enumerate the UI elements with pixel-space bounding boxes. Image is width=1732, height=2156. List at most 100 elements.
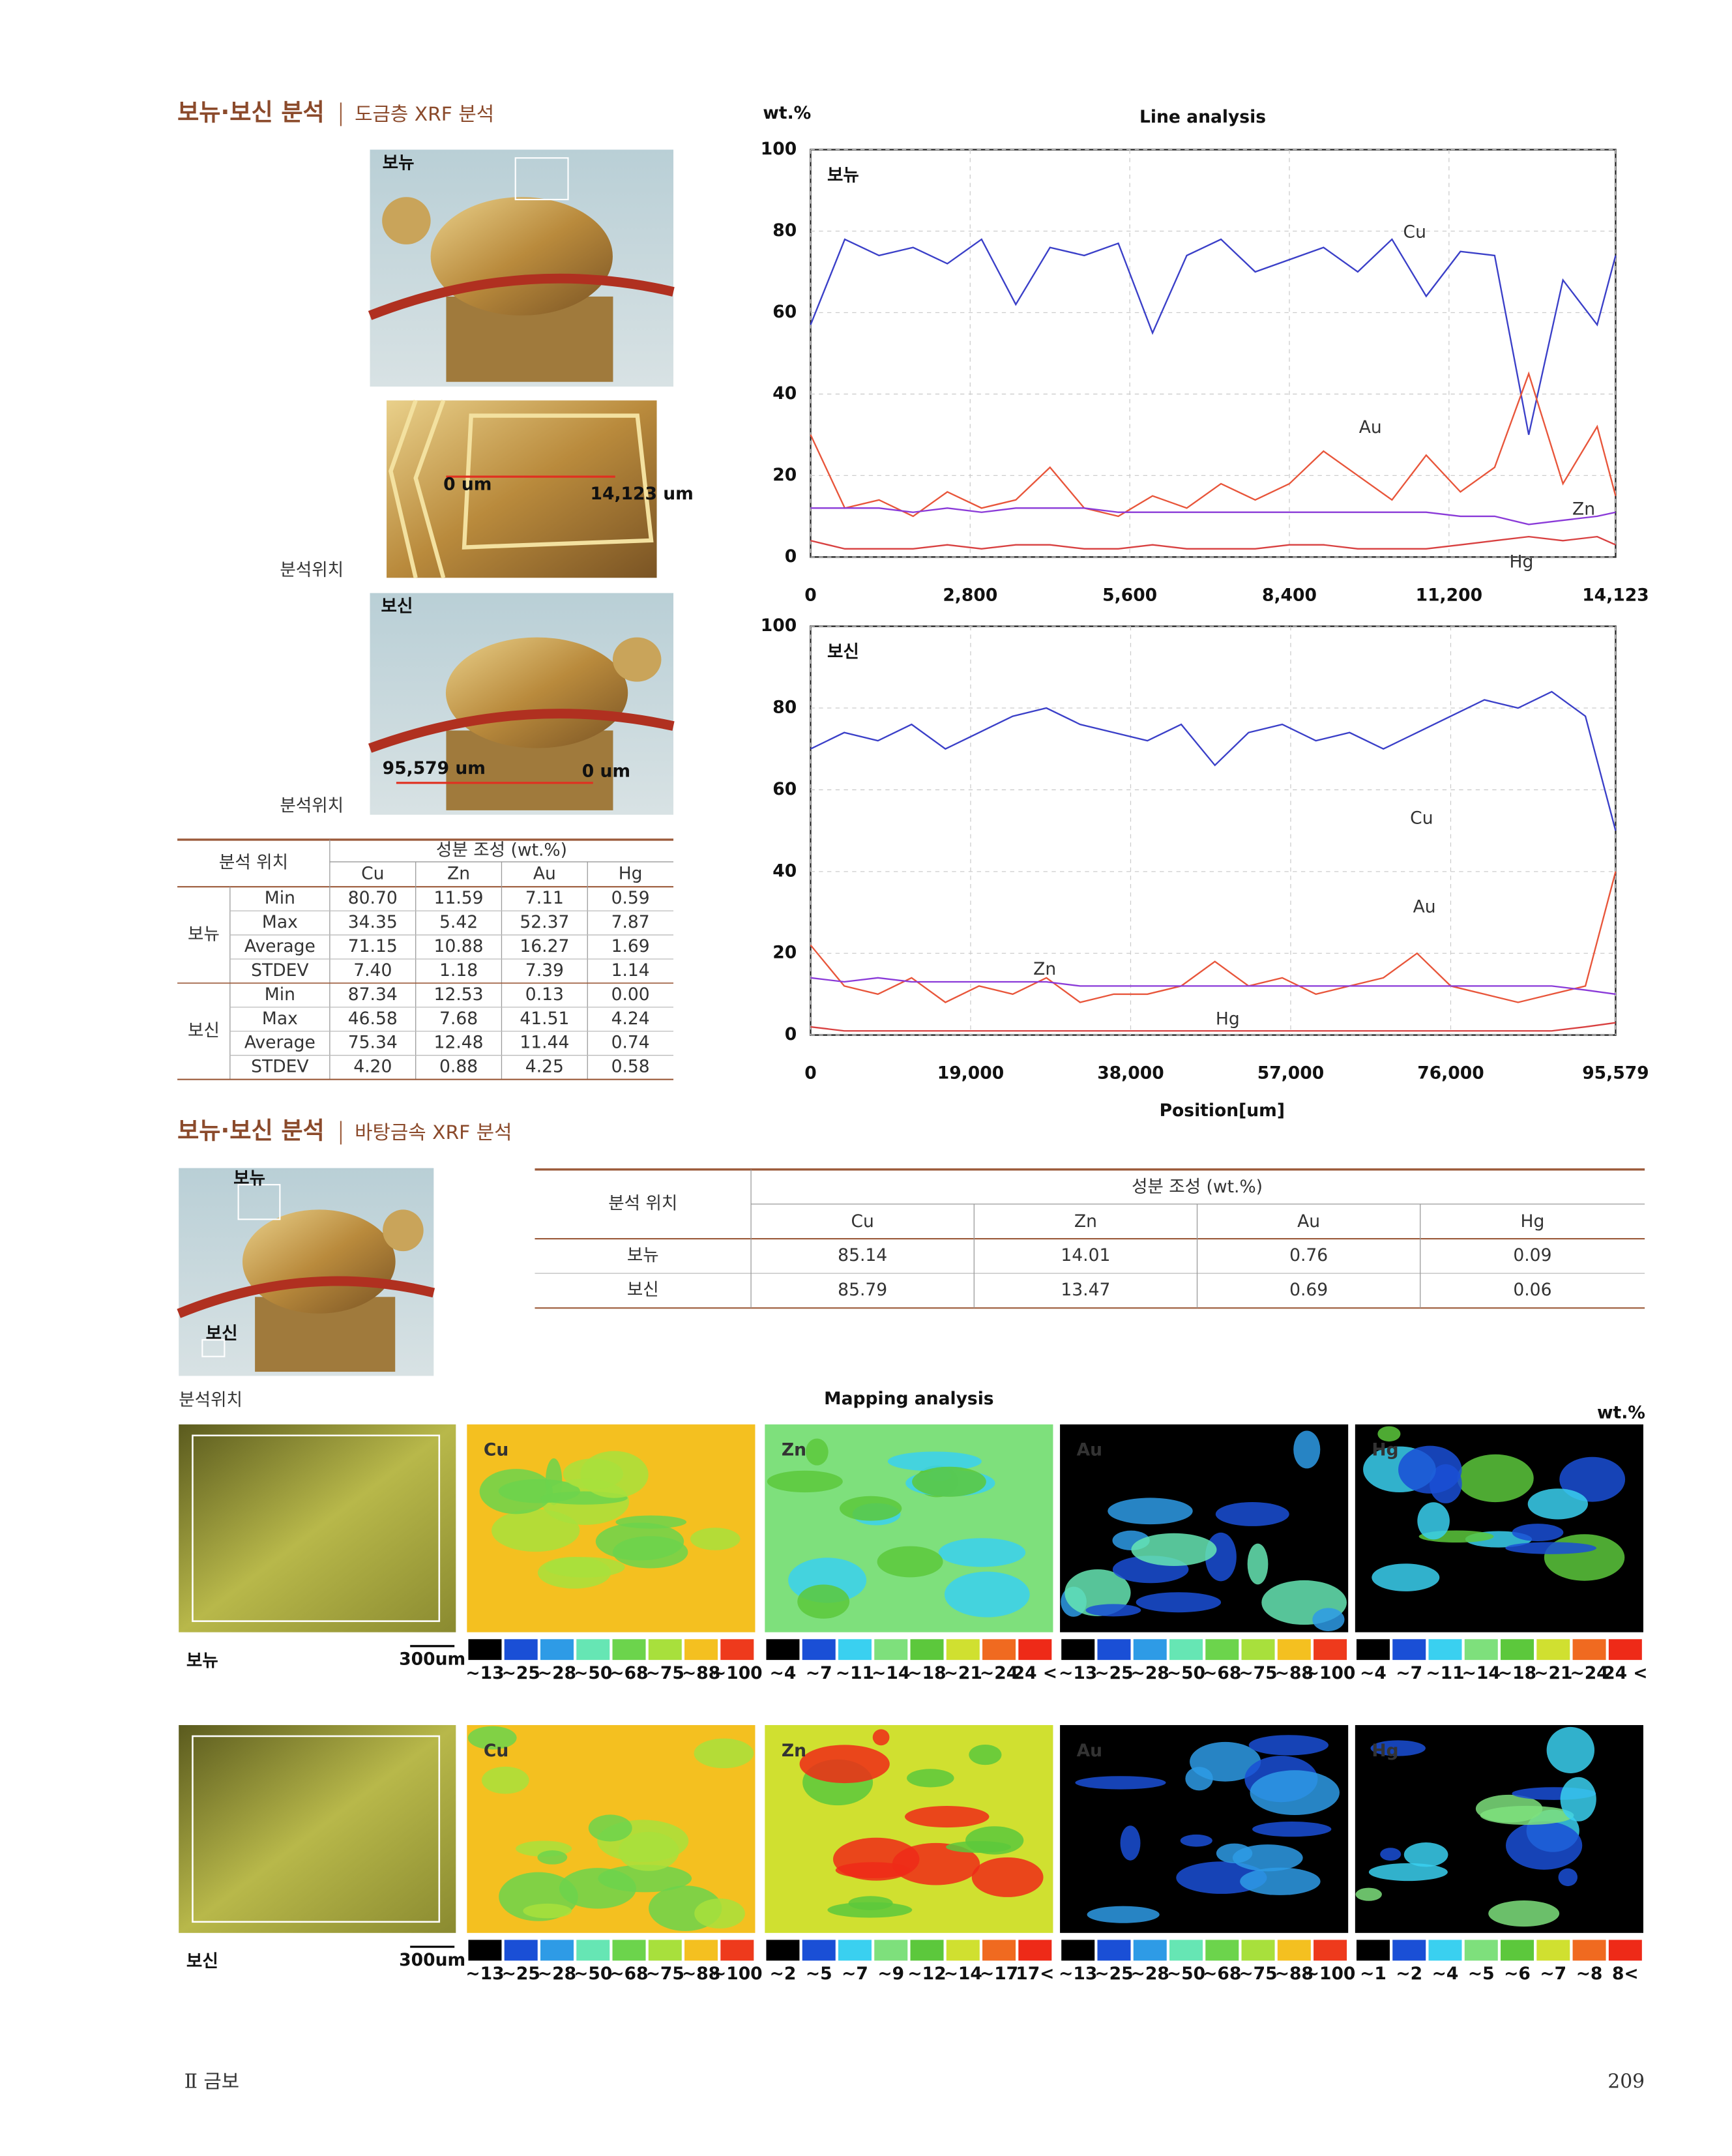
x-tick-label: 57,000 [1257, 1063, 1324, 1084]
map-region [1368, 1863, 1448, 1882]
map-region [481, 1766, 529, 1794]
map-region [969, 1744, 1002, 1765]
map-region [595, 1522, 684, 1561]
color-swatch [1018, 1639, 1052, 1661]
map-element: Au [1077, 1440, 1102, 1460]
table-header: Hg [1520, 1211, 1544, 1232]
map-region [1252, 1822, 1332, 1837]
scale-value: ~28 [538, 1663, 576, 1683]
map-region [618, 1831, 679, 1871]
series-line [810, 690, 1617, 831]
section-title: 보뉴·보신 분석 [177, 98, 325, 126]
scale-value: ~68 [609, 1964, 648, 1984]
color-swatch [1356, 1639, 1390, 1661]
table-cell: 0.00 [611, 984, 650, 1005]
map-region [835, 1862, 911, 1878]
map-region [588, 1814, 632, 1842]
page-number: 209 [1607, 2070, 1645, 2093]
map-region [1370, 1740, 1426, 1756]
y-tick-label: 40 [772, 383, 797, 404]
scale-value: ~2 [1396, 1964, 1422, 1984]
table-group: 보신 [188, 1020, 220, 1041]
scale-value: ~25 [502, 1964, 540, 1984]
color-swatch [612, 1639, 646, 1661]
scale-value: ~11 [1426, 1663, 1464, 1683]
scale-value: ~1 [1360, 1964, 1387, 1984]
map-region [767, 1470, 843, 1493]
color-swatch [802, 1940, 836, 1961]
color-swatch [1501, 1940, 1534, 1961]
scale-value: 24 < [1603, 1663, 1647, 1683]
x-axis-label: Position[um] [1160, 1100, 1285, 1121]
scale-value: ~50 [1167, 1964, 1205, 1984]
x-tick-label: 95,579 [1582, 1063, 1649, 1084]
scale-value: ~50 [574, 1964, 612, 1984]
map-region [1240, 1867, 1321, 1895]
series-label: Hg [1509, 552, 1533, 572]
table-cell: 71.15 [348, 936, 398, 956]
color-swatch [946, 1940, 980, 1961]
color-swatch [1608, 1639, 1642, 1661]
series-line [810, 507, 1616, 525]
table-cell: 41.51 [520, 1009, 569, 1029]
table-cell: 75.34 [348, 1033, 398, 1053]
scale-value: ~50 [574, 1663, 612, 1683]
color-swatch [1097, 1639, 1131, 1661]
scan-start: 0 um [443, 474, 492, 494]
scale-value: ~5 [806, 1964, 832, 1984]
photo-shell-lines [389, 400, 654, 579]
photo-cord [368, 273, 675, 320]
analysis-box [201, 1339, 226, 1357]
analysis-frame [192, 1434, 441, 1622]
scale-value: ~13 [1059, 1663, 1097, 1683]
map-element: Hg [1372, 1741, 1398, 1761]
table-cell: 11.59 [434, 888, 484, 908]
map-region [1480, 1805, 1574, 1825]
x-tick-label: 0 [804, 585, 816, 605]
table-header: Cu [361, 864, 384, 884]
table-cell: 0.09 [1513, 1245, 1551, 1265]
map-region [799, 1745, 890, 1784]
scale-value: ~75 [646, 1964, 684, 1984]
color-swatch [684, 1940, 718, 1961]
series-line [810, 871, 1617, 1003]
section-subtitle: 도금층 XRF 분석 [355, 103, 494, 126]
scale-value: ~6 [1504, 1964, 1531, 1984]
photo-turtle-head [612, 637, 662, 682]
table-cell: 80.70 [348, 888, 398, 908]
color-swatch [1205, 1940, 1239, 1961]
color-swatch [946, 1639, 980, 1661]
y-tick-label: 20 [772, 943, 797, 963]
table-cell: 16.27 [520, 936, 569, 956]
map-region [1250, 1770, 1340, 1816]
scale-label: 300um [399, 1649, 465, 1670]
scale-value: ~18 [907, 1663, 946, 1683]
y-tick-label: 0 [785, 1024, 797, 1044]
map-element: Cu [484, 1440, 508, 1460]
series-line [810, 1022, 1616, 1032]
series-label: Zn [1033, 959, 1056, 979]
series-line [810, 977, 1616, 996]
y-tick-label: 40 [772, 861, 797, 881]
map-region [805, 1438, 829, 1466]
y-tick-label: 80 [772, 698, 797, 718]
table-cell: 1.18 [439, 960, 478, 981]
map-region [690, 1528, 741, 1550]
scan-end: 95,579 um [383, 758, 486, 778]
color-swatch [982, 1639, 1016, 1661]
color-swatch [874, 1940, 908, 1961]
scale-value: ~88 [682, 1964, 720, 1984]
map-region [523, 1903, 572, 1919]
map-region [1215, 1501, 1289, 1526]
map-region [1457, 1454, 1534, 1503]
map-region [1546, 1726, 1595, 1773]
scale-value: ~25 [1094, 1663, 1133, 1683]
scale-value: ~21 [944, 1663, 982, 1683]
scan-start: 0 um [582, 761, 630, 781]
series-line [810, 535, 1616, 550]
scale-value: ~68 [1203, 1663, 1241, 1683]
table-cell: 34.35 [348, 912, 398, 932]
scale-value: ~100 [1305, 1964, 1356, 1984]
map-region [1380, 1848, 1402, 1861]
section-title: 보뉴·보신 분석 [177, 1116, 325, 1144]
